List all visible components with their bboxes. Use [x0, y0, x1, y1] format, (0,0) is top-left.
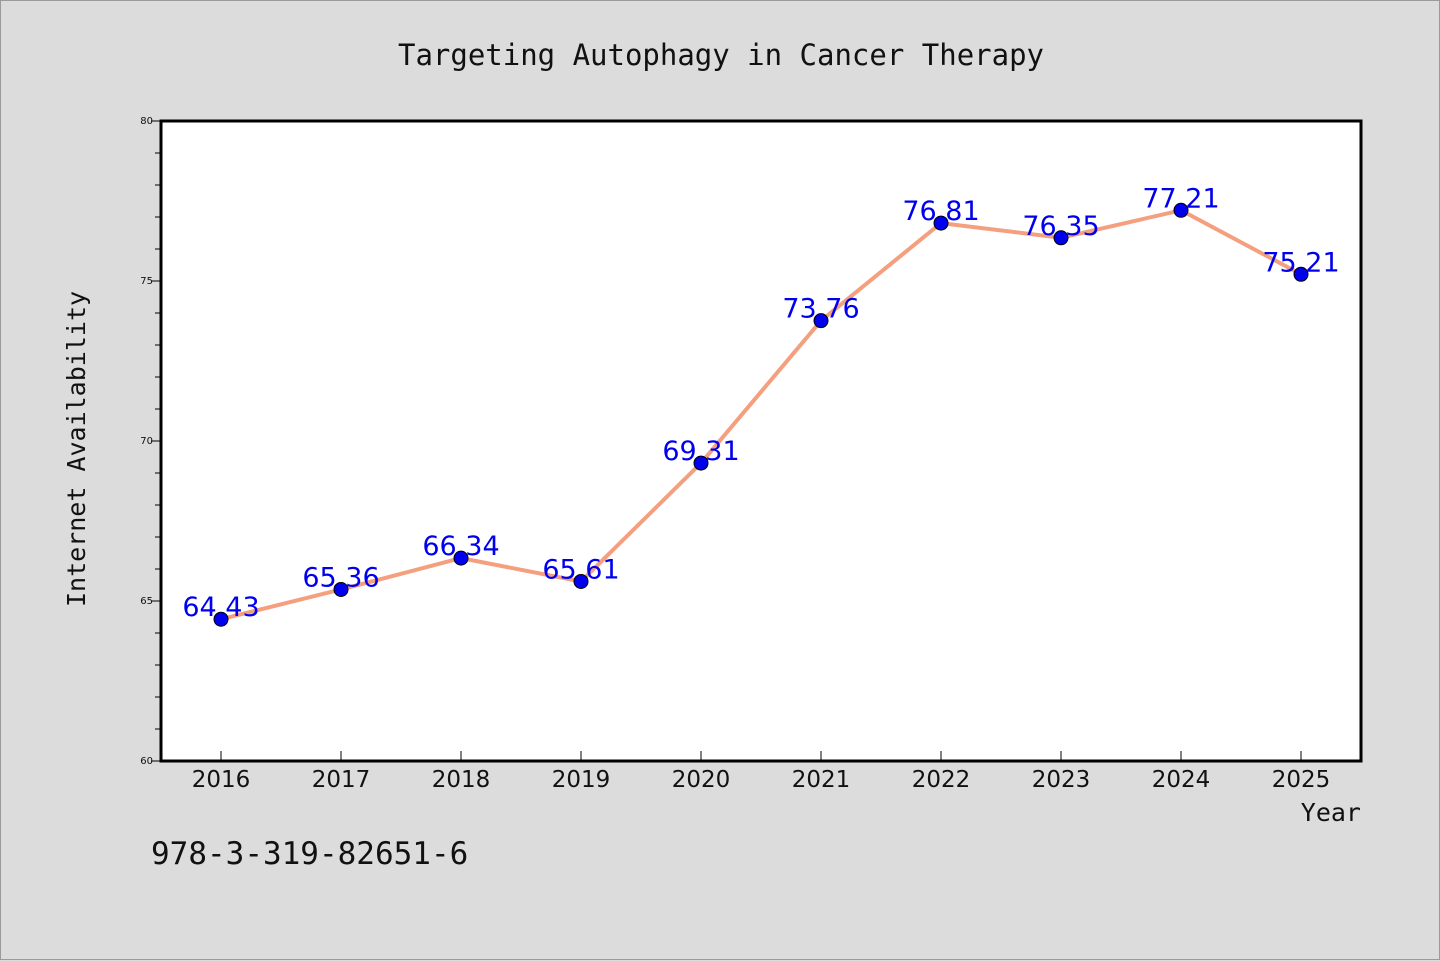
chart-title: Targeting Autophagy in Cancer Therapy	[398, 38, 1044, 72]
x-tick-label: 2024	[1152, 767, 1211, 793]
x-tick-label: 2025	[1272, 767, 1331, 793]
x-axis-title: Year	[1301, 798, 1361, 827]
y-tick-label: 75	[140, 276, 153, 287]
data-label: 77.21	[1142, 183, 1219, 214]
series-layer: 64.43 65.36 66.34 65.61 69.31 73.76 76.81 76.35…	[182, 183, 1340, 627]
x-axis: 2016 2017 2018 2019 2020 2021 2022 2023 2024 2025	[192, 751, 1331, 793]
data-point	[1053, 230, 1069, 246]
data-label: 66.34	[422, 531, 499, 562]
y-axis: 60 65 70 75 80	[140, 116, 161, 767]
data-point	[1293, 266, 1309, 282]
y-tick-label: 80	[140, 116, 153, 127]
data-point	[333, 581, 349, 597]
data-point	[933, 215, 949, 231]
plot-area	[159, 119, 1363, 763]
data-label: 64.43	[182, 592, 259, 623]
data-label: 65.36	[302, 562, 379, 593]
data-point	[573, 573, 589, 589]
x-tick-label: 2019	[552, 767, 611, 793]
x-tick-label: 2021	[792, 767, 851, 793]
y-tick-label: 65	[140, 596, 153, 607]
data-point	[1173, 202, 1189, 218]
data-point	[213, 611, 229, 627]
series-line	[219, 208, 1303, 622]
data-point	[693, 455, 709, 471]
data-label: 73.76	[782, 294, 859, 325]
x-tick-label: 2020	[672, 767, 731, 793]
data-point	[813, 313, 829, 329]
y-axis-title: Internet Availability	[62, 291, 91, 607]
x-tick-label: 2017	[312, 767, 371, 793]
x-tick-label: 2018	[432, 767, 491, 793]
x-tick-label: 2016	[192, 767, 251, 793]
data-label: 69.31	[662, 436, 739, 467]
data-point	[453, 550, 469, 566]
y-tick-label: 60	[140, 756, 153, 767]
data-label: 65.61	[542, 554, 619, 585]
y-tick-label: 70	[140, 436, 153, 447]
x-tick-label: 2022	[912, 767, 971, 793]
isbn-text: 978-3-319-82651-6	[151, 836, 468, 872]
data-label: 75.21	[1262, 247, 1339, 278]
data-label: 76.81	[902, 196, 979, 227]
x-tick-label: 2023	[1032, 767, 1091, 793]
data-label: 76.35	[1022, 211, 1099, 242]
